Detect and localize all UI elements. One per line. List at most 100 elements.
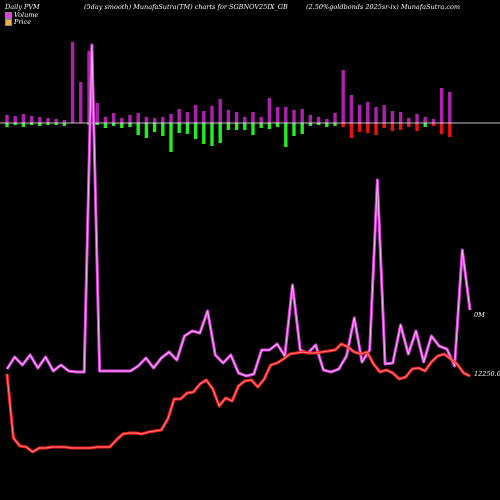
volume-bar-down: [218, 123, 222, 143]
volume-bar-up: [70, 42, 75, 123]
volume-bar-up: [349, 95, 354, 123]
volume-bar-up: [267, 98, 272, 123]
volume-bar-up: [79, 82, 83, 123]
volume-axis-label: 0M: [474, 311, 485, 319]
volume-bar-up: [275, 107, 280, 123]
chart-title: (5day smooth) MunafaSutra(TM) charts for…: [84, 3, 288, 11]
volume-bar-down: [13, 123, 17, 125]
volume-bar-down: [120, 123, 124, 128]
volume-bar-up: [103, 117, 108, 123]
volume-bar-up: [448, 92, 452, 123]
volume-bar-up: [161, 117, 165, 123]
volume-bar-down: [21, 123, 26, 127]
volume-bar-down: [177, 123, 181, 133]
volume-bar-up: [169, 114, 173, 123]
volume-bar-down: [398, 123, 403, 130]
volume-bar-up: [308, 115, 313, 123]
volume-bar-down: [439, 123, 444, 134]
volume-bars: [5, 42, 452, 152]
volume-bar-down: [259, 123, 263, 128]
volume-bar-up: [374, 107, 378, 123]
volume-bar-up: [177, 109, 181, 123]
volume-bar-up: [152, 118, 157, 123]
price-axis-label: 12250.00: [474, 370, 500, 378]
volume-bar-up: [357, 105, 362, 123]
volume-bar-up: [87, 51, 91, 123]
volume-bar-down: [251, 123, 255, 135]
volume-bar-down: [423, 123, 427, 127]
volume-bar-down: [202, 123, 206, 144]
legend-swatch-volume: [5, 11, 12, 19]
volume-bar-up: [284, 107, 288, 123]
volume-bar-down: [292, 123, 296, 136]
legend-title: Daily PVM: [5, 3, 40, 11]
volume-bar-down: [5, 123, 9, 127]
volume-bar-down: [357, 123, 362, 132]
price-line-highlight: [6, 343, 471, 453]
volume-bar-up: [366, 102, 370, 123]
volume-bar-up: [29, 116, 34, 123]
volume-bar-down: [234, 123, 239, 130]
volume-bar-down: [243, 123, 247, 130]
volume-bar-up: [95, 103, 99, 123]
volume-bar-up: [390, 111, 395, 123]
volume-bar-down: [46, 123, 50, 125]
volume-bar-up: [431, 119, 436, 123]
legend-swatch-price: [5, 18, 12, 26]
volume-bar-down: [448, 123, 452, 137]
volume-bar-up: [202, 111, 206, 123]
volume-bar-up: [185, 112, 190, 123]
volume-bar-up: [415, 114, 419, 123]
volume-bar-down: [415, 123, 419, 131]
volume-bar-up: [398, 112, 403, 123]
volume-bar-down: [325, 123, 329, 127]
volume-bar-down: [226, 123, 231, 130]
volume-bar-down: [390, 123, 395, 131]
volume-bar-up: [423, 117, 427, 123]
volume-bar-up: [21, 114, 26, 123]
volume-bar-down: [349, 123, 354, 138]
volume-bar-up: [128, 115, 132, 123]
volume-bar-down: [407, 123, 411, 127]
volume-bar-down: [95, 123, 99, 125]
volume-bar-up: [259, 117, 263, 123]
volume-bar-down: [341, 123, 345, 127]
volume-bar-down: [275, 123, 280, 127]
volume-line-highlight: [6, 44, 471, 377]
volume-bar-up: [144, 117, 149, 123]
volume-bar-up: [234, 112, 239, 123]
legend-label-volume: Volume: [14, 11, 39, 19]
volume-bar-down: [128, 123, 132, 127]
chart-source: (2.50%goldbonds 2025sr-ix) MunafaSutra.c…: [306, 3, 461, 11]
legend-item-price: Price: [5, 18, 31, 26]
volume-bar-down: [316, 123, 321, 125]
volume-bar-down: [161, 123, 165, 136]
volume-bar-up: [333, 113, 337, 123]
volume-bar-down: [62, 123, 67, 126]
volume-bar-down: [382, 123, 386, 128]
volume-bar-up: [226, 110, 231, 123]
volume-bar-down: [267, 123, 272, 129]
volume-bar-down: [169, 123, 173, 152]
volume-bar-up: [292, 110, 296, 123]
volume-bar-up: [251, 112, 255, 123]
volume-bar-down: [54, 123, 58, 125]
volume-bar-up: [325, 119, 329, 123]
volume-bar-up: [439, 88, 444, 123]
volume-bar-up: [341, 70, 345, 123]
volume-bar-up: [136, 113, 140, 123]
volume-bar-up: [316, 117, 321, 123]
volume-bar-down: [185, 123, 190, 134]
volume-bar-down: [210, 123, 214, 146]
volume-bar-down: [38, 123, 42, 126]
volume-bar-down: [193, 123, 198, 139]
legend-item-volume: Volume: [5, 11, 38, 19]
volume-bar-up: [46, 118, 50, 123]
volume-bar-up: [54, 119, 58, 123]
legend-label-price: Price: [14, 18, 32, 26]
volume-bar-down: [136, 123, 140, 135]
volume-bar-up: [210, 106, 214, 123]
volume-bar-up: [120, 118, 124, 123]
